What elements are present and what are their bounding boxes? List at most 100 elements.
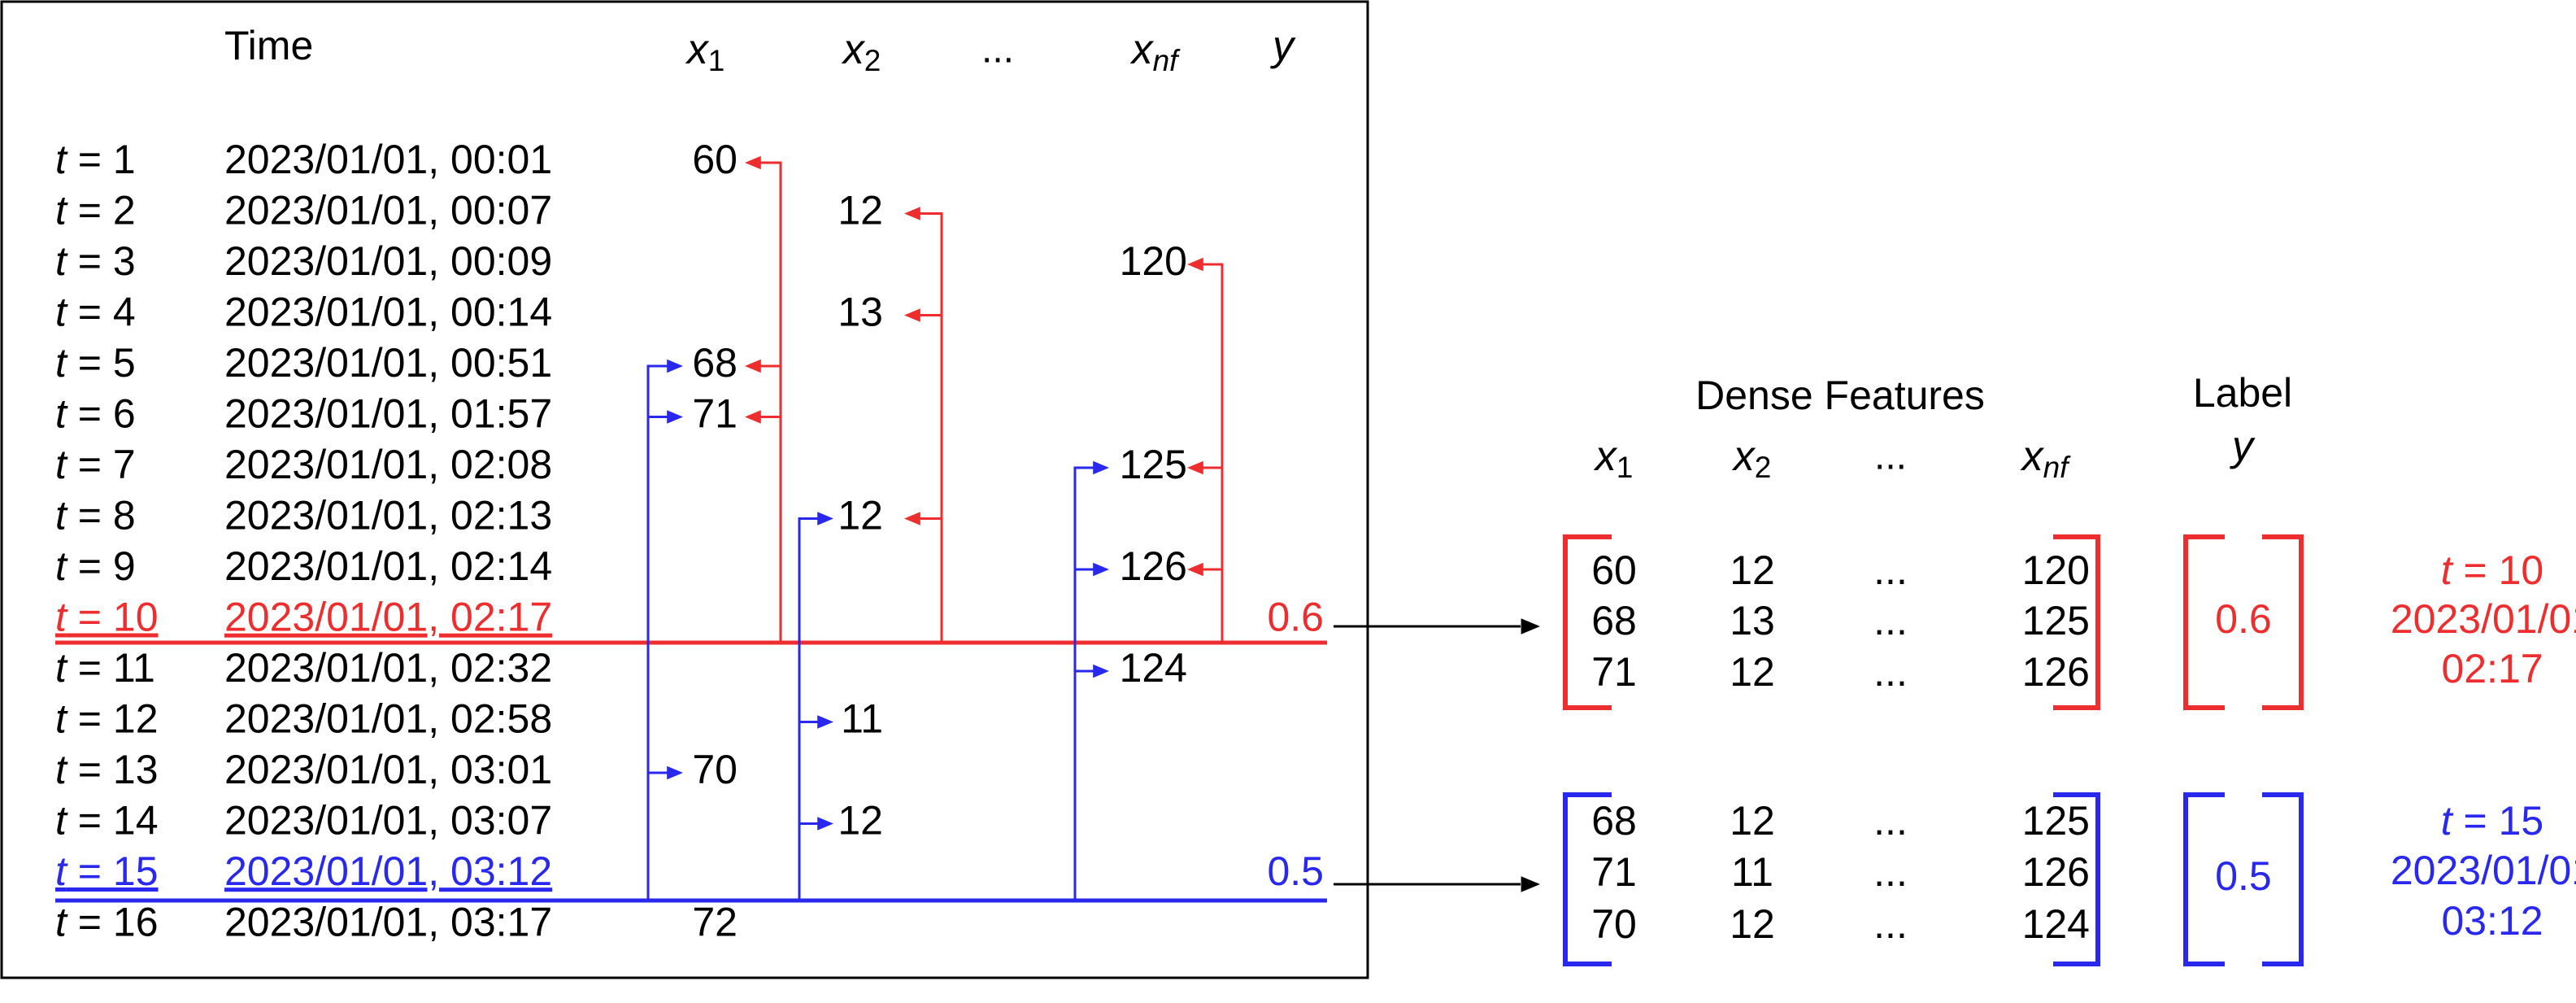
arrow-blue-xnf xyxy=(1073,466,1103,901)
matrix-bracket-right xyxy=(2053,792,2100,966)
row-t-label: t = 6 xyxy=(55,391,136,437)
arrow-red-xnf xyxy=(1192,263,1224,643)
matrix-cell: ... xyxy=(1873,849,1908,895)
matrix-cell: 126 xyxy=(2022,849,2090,895)
dense-features-title: Dense Features xyxy=(1695,373,1985,418)
row-t-label: t = 2 xyxy=(55,188,136,233)
table-frame xyxy=(0,0,1369,979)
row-xnf-value: 120 xyxy=(1120,238,1187,284)
matrix-cell: 71 xyxy=(1591,849,1637,895)
arrowhead-red xyxy=(745,155,761,170)
matrix-cell: 12 xyxy=(1730,649,1775,695)
arrowhead-blue xyxy=(1093,562,1109,577)
dense-col-xnf: xnf xyxy=(2020,433,2072,484)
sample-date: 2023/01/01 xyxy=(2391,596,2576,642)
row-x1-value: 72 xyxy=(692,900,738,945)
matrix-cell: 68 xyxy=(1591,798,1637,844)
row-timestamp: 2023/01/01, 02:58 xyxy=(224,696,552,742)
row-xnf-value: 124 xyxy=(1120,645,1187,691)
row-x1-value: 60 xyxy=(692,137,738,182)
matrix-cell: 125 xyxy=(2022,598,2090,643)
arrow-red-x1-60 xyxy=(750,161,782,643)
arrowhead-red xyxy=(1187,257,1203,272)
row-timestamp: 2023/01/01, 02:14 xyxy=(224,543,552,589)
row-x2-value: 11 xyxy=(841,696,883,742)
row-timestamp: 2023/01/01, 02:08 xyxy=(224,442,552,487)
matrix-cell: ... xyxy=(1873,798,1908,844)
matrix-cell: 13 xyxy=(1730,598,1775,643)
arrowhead-blue xyxy=(817,512,833,525)
row-timestamp: 2023/01/01, 02:17 xyxy=(224,595,552,640)
arrowhead-blue xyxy=(667,359,683,373)
matrix-bracket-left xyxy=(1563,792,1612,966)
arrowhead-blue xyxy=(1093,664,1109,678)
matrix-bracket-left xyxy=(1563,534,1612,710)
matrix-cell: 125 xyxy=(2022,798,2090,844)
row-t-label: t = 11 xyxy=(55,645,155,691)
sample-time: 02:17 xyxy=(2441,646,2543,691)
row-t-label: t = 8 xyxy=(55,493,136,539)
arrow-blue-x2 xyxy=(798,517,828,901)
arrow-blue-x1 xyxy=(646,364,677,901)
label-bracket-left xyxy=(2183,792,2225,966)
dense-col-x2: x2 xyxy=(1731,433,1772,484)
row-x2-value: 13 xyxy=(838,290,883,335)
arrowhead-red xyxy=(1187,460,1203,475)
row-t-label: t = 4 xyxy=(55,290,136,335)
matrix-cell: 126 xyxy=(2022,649,2090,695)
row-timestamp: 2023/01/01, 03:01 xyxy=(224,747,552,792)
label-title: Label xyxy=(2193,370,2292,416)
label-bracket-right xyxy=(2262,792,2304,966)
row-t-label: t = 12 xyxy=(55,696,159,742)
row-x1-value: 70 xyxy=(692,747,738,792)
row-t-label: t = 5 xyxy=(55,340,136,386)
matrix-cell: ... xyxy=(1873,598,1908,643)
row-t-label: t = 14 xyxy=(55,798,159,844)
sample-arrowhead xyxy=(1521,876,1540,892)
matrix-cell: 12 xyxy=(1730,547,1775,593)
row-y-label: 0.5 xyxy=(1267,848,1324,894)
matrix-cell: 11 xyxy=(1731,849,1773,895)
row-t-label: t = 3 xyxy=(55,238,136,284)
arrowhead-red xyxy=(904,308,920,322)
row-t-label: t = 10 xyxy=(55,595,159,640)
arrowhead-red xyxy=(745,359,761,373)
sample-arrowhead xyxy=(1521,618,1540,635)
label-y-header: y xyxy=(2230,423,2256,470)
arrowhead-blue xyxy=(667,765,683,780)
row-y-label: 0.6 xyxy=(1267,595,1324,640)
row-x2-value: 12 xyxy=(838,188,883,233)
arrowhead-red xyxy=(1187,562,1203,577)
row-timestamp: 2023/01/01, 00:51 xyxy=(224,340,552,386)
matrix-cell: ... xyxy=(1873,901,1908,947)
header-time: Time xyxy=(224,23,313,68)
arrowhead-blue xyxy=(817,817,833,831)
header-ellipsis: ... xyxy=(981,28,1014,72)
header-x1: x1 xyxy=(685,26,725,77)
row-x1-value: 71 xyxy=(692,391,738,437)
matrix-cell: 12 xyxy=(1730,798,1775,844)
matrix-bracket-right xyxy=(2053,534,2100,710)
arrowhead-red xyxy=(904,207,920,220)
arrow-red-x2 xyxy=(909,212,943,643)
matrix-cell: 120 xyxy=(2022,547,2090,593)
sample-date: 2023/01/01 xyxy=(2391,848,2576,893)
sample-t-label: t = 15 xyxy=(2441,798,2544,844)
row-x1-value: 68 xyxy=(692,340,738,386)
row-timestamp: 2023/01/01, 00:01 xyxy=(224,137,552,182)
row-timestamp: 2023/01/01, 03:17 xyxy=(224,900,552,945)
row-t-label: t = 15 xyxy=(55,848,159,894)
matrix-cell: 124 xyxy=(2022,901,2090,947)
label-value: 0.5 xyxy=(2215,853,2272,899)
row-timestamp: 2023/01/01, 03:07 xyxy=(224,798,552,844)
row-timestamp: 2023/01/01, 02:13 xyxy=(224,493,552,539)
row-t-label: t = 7 xyxy=(55,442,136,487)
row-x2-value: 12 xyxy=(838,493,883,539)
row-t-label: t = 9 xyxy=(55,543,136,589)
row-timestamp: 2023/01/01, 01:57 xyxy=(224,391,552,437)
label-bracket-right xyxy=(2262,534,2304,710)
sample-t-label: t = 10 xyxy=(2441,547,2544,593)
row-timestamp: 2023/01/01, 00:09 xyxy=(224,238,552,284)
